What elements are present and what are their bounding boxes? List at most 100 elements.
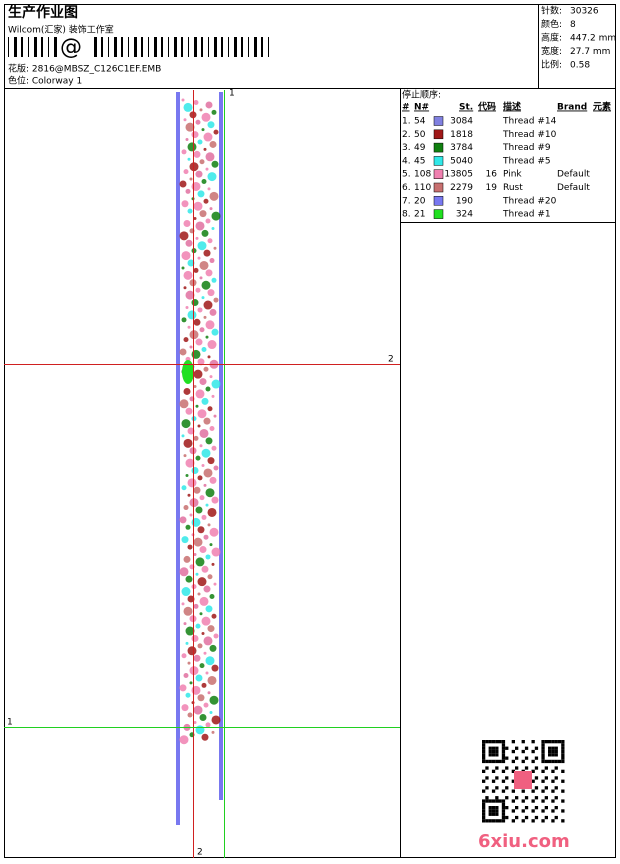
column-header: St. — [459, 103, 473, 113]
qr-module — [561, 799, 565, 803]
stitch-motif — [207, 523, 211, 527]
stitch-motif — [203, 366, 209, 372]
qr-module — [551, 779, 555, 783]
qr-module — [501, 815, 506, 820]
stitch-motif — [185, 122, 195, 132]
stitch-motif — [189, 345, 193, 349]
stitch-motif — [199, 159, 205, 165]
stitch-motif — [213, 582, 217, 586]
qr-module — [544, 740, 548, 744]
qr-module — [488, 806, 492, 810]
stitch-motif — [195, 389, 205, 399]
qr-module — [544, 796, 548, 800]
stitch-motif — [181, 317, 187, 323]
qr-module — [505, 746, 509, 750]
stitch-motif — [191, 467, 199, 474]
qr-module — [541, 749, 545, 754]
stitch-motif — [205, 488, 215, 498]
qr-module — [498, 740, 502, 744]
stitch-motif — [187, 595, 195, 603]
stitch-motif — [199, 612, 203, 616]
qr-module — [491, 769, 496, 773]
barcode-bar — [201, 37, 203, 57]
stitch-motif — [195, 338, 203, 346]
stitch-motif — [197, 694, 205, 702]
barcode-bar — [21, 37, 23, 57]
stitch-motif — [207, 172, 217, 182]
qr-module — [501, 802, 506, 806]
qr-module — [482, 799, 486, 803]
stitch-motif — [209, 543, 213, 547]
qr-module — [482, 743, 486, 747]
stitch-motif — [207, 355, 211, 359]
stitch-motif — [203, 585, 211, 593]
qr-module — [561, 819, 565, 823]
stitch-motif — [181, 149, 187, 155]
qr-module — [501, 759, 506, 764]
qr-module — [544, 759, 548, 764]
qr-module — [554, 766, 558, 770]
stitch-motif — [211, 715, 221, 725]
barcode-bar — [181, 37, 183, 57]
stitch-motif — [197, 526, 205, 534]
row-stitches: 324 — [456, 210, 473, 220]
guide-label: 2 — [388, 355, 394, 365]
qr-module — [521, 740, 525, 744]
stitch-motif — [185, 290, 195, 300]
qr-module — [544, 815, 548, 820]
qr-module — [498, 759, 502, 764]
qr-module — [511, 809, 515, 813]
qr-module — [501, 746, 506, 750]
qr-module — [541, 740, 545, 744]
stitch-motif — [197, 139, 203, 145]
stitch-motif — [203, 315, 207, 319]
stitch-motif — [193, 150, 201, 158]
qr-module — [482, 746, 486, 750]
stitch-motif — [209, 711, 213, 715]
stitch-motif — [199, 663, 205, 669]
stitch-motif — [201, 397, 209, 405]
title: 生产作业图 — [8, 4, 78, 21]
stitch-motif — [183, 220, 191, 227]
studio: Wilcom(汇家) 装饰工作室 — [8, 24, 114, 36]
stitch-motif — [207, 289, 215, 297]
row-stitches: 2279 — [450, 183, 473, 193]
stitch-motif — [181, 485, 187, 491]
barcode-bar — [114, 37, 117, 57]
stitch-motif — [197, 307, 203, 313]
stitch-motif — [185, 305, 189, 309]
stitch-motif — [185, 473, 189, 477]
qr-module — [495, 812, 499, 816]
stitch-motif — [185, 641, 189, 645]
stitch-motif — [197, 241, 207, 251]
qr-module — [482, 779, 486, 783]
stitch-motif — [213, 246, 217, 250]
row-description: Rust — [503, 183, 523, 193]
barcode-bar — [208, 37, 209, 57]
qr-module — [551, 789, 555, 793]
stitch-motif — [201, 464, 205, 468]
stitch-motif — [187, 208, 193, 214]
qr-module — [554, 759, 558, 764]
qr-module — [515, 806, 519, 810]
stitch-motif — [199, 444, 203, 448]
qr-module — [501, 743, 506, 747]
stitch-motif — [191, 299, 199, 307]
row-code: 19 — [486, 183, 498, 193]
stitch-motif — [203, 300, 213, 310]
barcode-bar — [14, 37, 17, 57]
stitch-motif — [199, 378, 207, 386]
stitch-motif — [191, 634, 199, 642]
qr-module — [491, 819, 496, 823]
qr-module — [488, 809, 492, 813]
qr-module — [541, 819, 545, 823]
stitch-motif — [191, 349, 201, 359]
stitch-motif — [199, 327, 205, 333]
stitch-motif — [199, 714, 207, 721]
qr-module — [505, 766, 509, 770]
qr-module — [541, 789, 545, 793]
color-swatch — [433, 209, 444, 219]
qr-module — [495, 746, 499, 750]
stitch-motif — [193, 486, 201, 494]
